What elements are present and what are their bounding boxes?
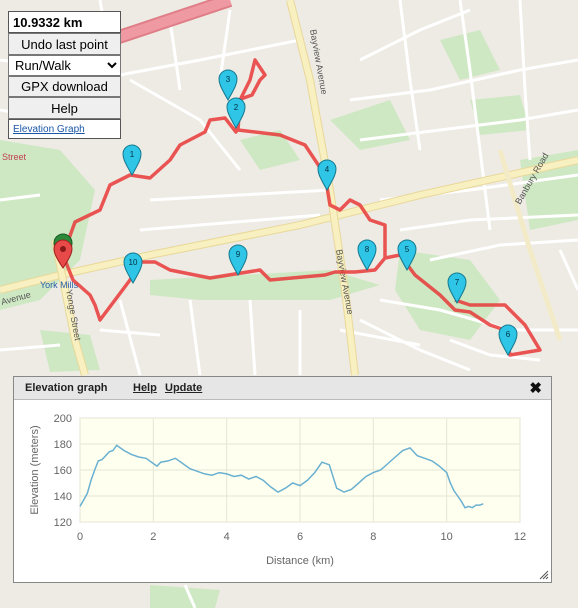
route-marker-9[interactable]: 9 (228, 244, 248, 277)
x-tick-label: 8 (370, 531, 376, 543)
route-marker-label: 10 (129, 258, 138, 267)
mode-select[interactable]: Run/Walk (8, 55, 121, 76)
y-tick-label: 140 (54, 491, 72, 503)
dialog-help-link[interactable]: Help (133, 382, 157, 394)
route-marker-label: 3 (226, 75, 231, 84)
control-panel: 10.9332 km Undo last point Run/Walk GPX … (8, 11, 121, 139)
street-label-york-mills: York Mills (40, 280, 79, 290)
x-tick-label: 10 (441, 531, 453, 543)
route-marker-6[interactable]: 6 (498, 324, 518, 357)
x-tick-label: 0 (77, 531, 83, 543)
route-marker-label: 4 (325, 165, 330, 174)
x-tick-label: 2 (150, 531, 156, 543)
chart-grid (79, 417, 521, 523)
distance-display: 10.9332 km (8, 11, 121, 33)
route-marker-label: 9 (236, 250, 241, 259)
elevation-series-line (79, 444, 484, 509)
x-tick-label: 6 (297, 531, 303, 543)
route-marker-label: 2 (234, 103, 239, 112)
dialog-update-link[interactable]: Update (165, 382, 203, 394)
close-icon[interactable]: ✖ (529, 380, 542, 397)
y-tick-label: 200 (54, 413, 72, 425)
y-tick-label: 160 (54, 465, 72, 477)
help-button[interactable]: Help (8, 97, 121, 119)
route-marker-7[interactable]: 7 (447, 272, 467, 305)
highway-inner (108, 0, 232, 45)
x-tick-labels: 0 2 4 6 8 10 12 (77, 531, 526, 543)
route-marker-1[interactable]: 1 (122, 144, 142, 177)
x-axis-label: Distance (km) (266, 555, 334, 567)
elevation-graph-link[interactable]: Elevation Graph (13, 124, 85, 135)
undo-last-point-button[interactable]: Undo last point (8, 33, 121, 55)
route-marker-3[interactable]: 3 (218, 69, 238, 102)
gpx-download-button[interactable]: GPX download (8, 76, 121, 97)
route-marker-2[interactable]: 2 (226, 97, 246, 130)
route-marker-label: 6 (506, 330, 511, 339)
y-tick-labels: 120 140 160 180 200 (54, 413, 72, 529)
park-areas (0, 30, 578, 608)
elevation-graph-link-box: Elevation Graph (8, 119, 121, 139)
y-tick-label: 120 (54, 517, 72, 529)
street-label-street: Street (2, 152, 27, 162)
x-tick-label: 12 (514, 531, 526, 543)
elevation-graph-dialog: Elevation graph Help Update ✖ 120 140 160 1… (13, 376, 552, 583)
route-marker-label: 8 (365, 245, 370, 254)
route-marker-5[interactable]: 5 (397, 239, 417, 272)
route-marker-10[interactable]: 10 (123, 252, 143, 285)
elevation-chart: 120 140 160 180 200 0 2 4 6 8 10 12 Elevation (met… (29, 413, 526, 567)
y-axis-label: Elevation (meters) (29, 425, 41, 514)
dialog-title: Elevation graph (25, 382, 108, 394)
route-marker-8[interactable]: 8 (357, 239, 377, 272)
end-pin-icon[interactable] (53, 239, 73, 269)
route-marker-label: 7 (455, 278, 460, 287)
route-marker-label: 5 (405, 245, 410, 254)
y-tick-label: 180 (54, 439, 72, 451)
route-markers: 1 2 3 4 5 6 7 8 9 10 (122, 69, 518, 357)
x-tick-label: 4 (224, 531, 230, 543)
route-marker-label: 1 (130, 150, 135, 159)
resize-handle-icon[interactable] (539, 570, 549, 580)
route-marker-4[interactable]: 4 (317, 159, 337, 192)
arterial-roads (0, 0, 578, 377)
dialog-header[interactable]: Elevation graph Help Update ✖ (14, 377, 551, 400)
